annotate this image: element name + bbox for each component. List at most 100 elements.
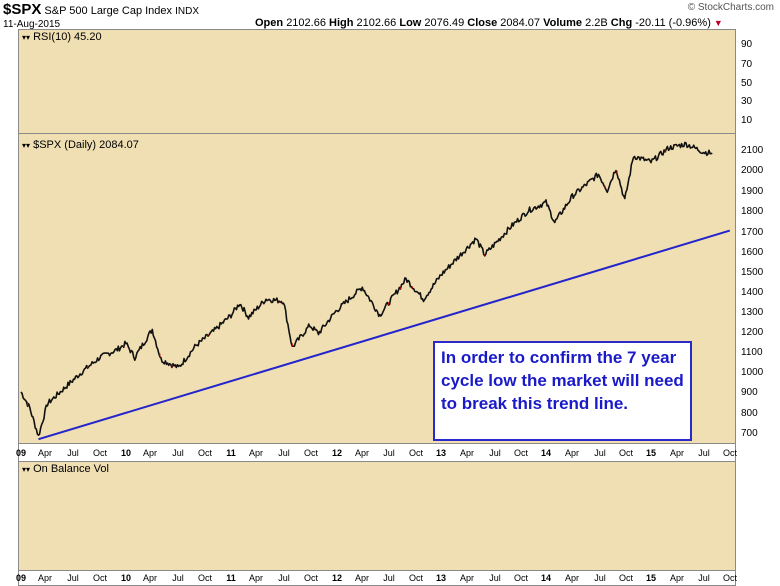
x-tick: Jul	[383, 573, 395, 583]
price-tick: 1700	[741, 227, 764, 238]
x-tick: Jul	[489, 448, 501, 458]
x-tick: Jul	[698, 448, 710, 458]
x-tick: Jul	[698, 573, 710, 583]
x-tick: Jul	[489, 573, 501, 583]
x-tick: Apr	[669, 573, 685, 583]
price-tick: 1000	[741, 367, 764, 378]
x-tick: Apr	[248, 448, 264, 458]
price-tick: 1600	[741, 247, 764, 258]
rsi-panel	[18, 29, 736, 134]
obv-panel	[18, 461, 736, 571]
open-value: 2102.66	[286, 17, 326, 29]
annotation-box: In order to confirm the 7 year cycle low…	[433, 341, 692, 441]
panel-glyph-icon: ▾▾	[22, 33, 31, 42]
rsi-tick: 10	[741, 115, 753, 126]
down-triangle-icon: ▼	[713, 18, 723, 28]
chg-value: -20.11 (-0.96%)	[635, 17, 711, 29]
trend-line	[38, 229, 731, 441]
rsi-tick: 90	[741, 39, 753, 50]
price-tick: 1100	[741, 347, 763, 358]
chart-date: 11-Aug-2015	[3, 19, 61, 30]
x-tick: Apr	[142, 448, 158, 458]
x-tick: Oct	[92, 448, 108, 458]
rsi-tick: 70	[741, 59, 753, 70]
x-tick: Jul	[67, 448, 79, 458]
rsi-tick: 50	[741, 78, 753, 89]
price-tick: 800	[741, 408, 758, 419]
price-tick: 900	[741, 387, 758, 398]
x-tick: Apr	[564, 448, 580, 458]
x-tick: 10	[120, 448, 132, 458]
x-tick: Oct	[618, 573, 634, 583]
rsi-tick: 30	[741, 96, 753, 107]
x-tick: Oct	[722, 448, 738, 458]
x-tick: 10	[120, 573, 132, 583]
x-tick: 12	[331, 573, 343, 583]
x-tick: 12	[331, 448, 343, 458]
x-tick: Oct	[197, 448, 213, 458]
x-tick: 15	[645, 573, 657, 583]
price-tick: 2100	[741, 145, 764, 156]
obv-label-text: On Balance Vol	[33, 463, 109, 475]
x-tick: Oct	[618, 448, 634, 458]
x-tick: Oct	[92, 573, 108, 583]
x-tick: Oct	[303, 448, 319, 458]
price-tick: 1200	[741, 327, 764, 338]
x-tick: Jul	[172, 448, 184, 458]
close-value: 2084.07	[500, 17, 541, 29]
high-label: High	[329, 17, 354, 29]
x-tick: Jul	[594, 448, 606, 458]
x-tick: 13	[435, 573, 447, 583]
x-tick: Jul	[67, 573, 79, 583]
price-tick: 1900	[741, 186, 764, 197]
symbol: $SPX	[3, 1, 42, 18]
watermark: © StockCharts.com	[687, 2, 774, 13]
obv-label: ▾▾ On Balance Vol	[22, 463, 109, 475]
panel-glyph-icon: ▾▾	[22, 141, 31, 150]
x-tick: 14	[540, 448, 552, 458]
x-tick: Jul	[594, 573, 606, 583]
price-label-text: $SPX (Daily) 2084.07	[33, 139, 139, 151]
x-tick: Apr	[248, 573, 264, 583]
price-tick: 1300	[741, 307, 764, 318]
volume-label: Volume	[543, 17, 583, 29]
x-tick: Apr	[354, 573, 370, 583]
x-tick: Apr	[354, 448, 370, 458]
x-tick: Apr	[37, 448, 53, 458]
price-tick: 1800	[741, 206, 764, 217]
x-tick: 14	[540, 573, 552, 583]
header-title: $SPX S&P 500 Large Cap Index INDX	[3, 1, 199, 18]
x-tick: Apr	[142, 573, 158, 583]
price-tick: 1500	[741, 267, 764, 278]
x-tick: Oct	[722, 573, 738, 583]
x-tick: 13	[435, 448, 447, 458]
x-tick: Oct	[513, 573, 529, 583]
x-tick: 09	[15, 573, 27, 583]
x-tick: Apr	[37, 573, 53, 583]
price-label: ▾▾ $SPX (Daily) 2084.07	[22, 139, 139, 151]
x-tick: Apr	[669, 448, 685, 458]
price-tick: 1400	[741, 287, 764, 298]
x-tick: Oct	[408, 448, 424, 458]
x-tick: Oct	[197, 573, 213, 583]
low-value: 2076.49	[424, 17, 465, 29]
x-tick: Apr	[564, 573, 580, 583]
x-tick: Apr	[459, 448, 475, 458]
x-tick: Jul	[172, 573, 184, 583]
price-tick: 700	[741, 428, 758, 439]
x-tick: Jul	[278, 573, 290, 583]
open-label: Open	[255, 17, 284, 29]
x-tick: 15	[645, 448, 657, 458]
price-series-line	[20, 141, 713, 437]
x-tick: 11	[226, 573, 236, 583]
x-tick: 11	[226, 448, 236, 458]
chg-label: Chg	[610, 17, 633, 29]
x-tick: Apr	[459, 573, 475, 583]
x-tick: 09	[15, 448, 27, 458]
volume-value: 2.2B	[585, 17, 608, 29]
close-label: Close	[467, 17, 498, 29]
exchange: INDX	[175, 6, 200, 17]
rsi-label: ▾▾ RSI(10) 45.20	[22, 31, 102, 43]
price-tick: 2000	[741, 165, 764, 176]
